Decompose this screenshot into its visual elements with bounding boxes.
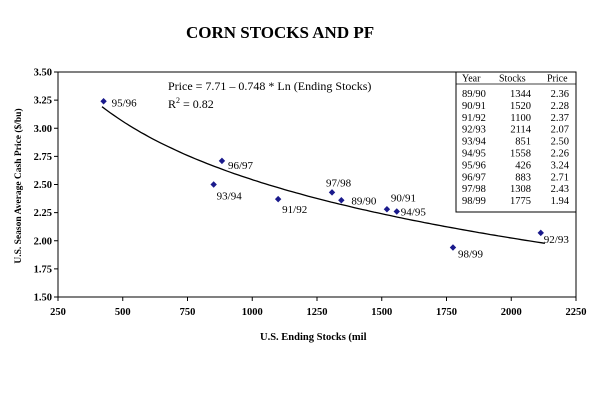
table-cell: 883 [515,172,531,183]
point-label: 97/98 [326,177,352,189]
point-label: 93/94 [217,191,243,203]
x-axis-ticks: 250 500 750 1000 1250 1500 1750 2000 2250 [50,297,587,318]
y-tick-label: 3.50 [34,68,52,79]
x-tick-label: 2250 [566,307,587,318]
point-label: 89/90 [351,195,377,207]
data-point-98-99 [449,244,457,251]
y-tick-label: 2.00 [34,236,52,247]
point-labels: 89/90 90/9191/9292/9393/9494/9595/9696/97… [112,97,570,260]
table-cell: 1520 [510,101,531,112]
table-cell: 91/92 [462,113,486,124]
y-tick-label: 2.75 [34,152,52,163]
table-cell: 2114 [510,125,531,136]
y-axis-label: U.S. Season Average Cash Price ($/bu) [13,108,24,263]
x-tick-label: 250 [50,307,66,318]
table-cell: 2.28 [551,101,569,112]
y-tick-label: 3.25 [34,96,52,107]
x-tick-label: 500 [115,307,131,318]
table-cell: 2.36 [551,89,569,100]
point-label: 91/92 [282,204,307,216]
table-cell: 1558 [510,149,531,160]
x-tick-label: 1000 [242,307,263,318]
data-point-97-98 [328,189,336,196]
y-axis-ticks: 1.50 1.75 2.00 2.25 2.50 2.75 3.00 3.25 3.50 [34,68,58,304]
x-tick-label: 1750 [436,307,457,318]
data-point-91-92 [274,195,282,203]
table-cell: 2.37 [551,113,569,124]
table-cell: 1.94 [551,196,570,207]
table-cell: 90/91 [462,101,486,112]
table-header: Year [462,74,481,85]
table-cell: 2.43 [551,184,569,195]
table-cell: 96/97 [462,172,486,183]
table-cell: 94/95 [462,149,486,160]
data-table-frame [455,71,577,213]
data-points [100,98,544,251]
data-point-90-91 [383,206,391,213]
table-cell: 92/93 [462,125,486,136]
table-cell: 98/99 [462,196,486,207]
table-cell: 2.50 [551,137,569,148]
x-tick-label: 2000 [501,307,522,318]
x-tick-label: 750 [180,307,196,318]
x-tick-label: 1500 [371,307,392,318]
point-label: 96/97 [228,160,254,172]
y-tick-label: 1.50 [34,293,52,304]
r-squared-value: = 0.82 [180,97,214,111]
x-tick-label: 1250 [307,307,328,318]
table-cell: 2.07 [551,125,569,136]
r-squared-annotation: R2 = 0.82 [168,96,214,111]
table-cell: 2.26 [551,149,569,160]
table-cell: 426 [515,160,531,171]
table-cell: 2.71 [551,172,569,183]
table-header: Price [547,74,568,85]
x-axis-label: U.S. Ending Stocks (mil [260,332,367,343]
table-cell: 1100 [510,113,531,124]
table-cell: 1344 [510,89,532,100]
table-cell: 95/96 [462,160,486,171]
y-tick-label: 3.00 [34,124,52,135]
point-label: 98/99 [458,249,484,261]
data-point-92-93 [537,229,544,237]
equation-annotation: Price = 7.71 – 0.748 * Ln (Ending Stocks… [168,79,371,93]
data-point-95-96 [100,98,107,105]
table-cell: 93/94 [462,137,487,148]
table-cell: 3.24 [551,160,570,171]
point-label: 90/91 [391,192,416,204]
chart-title: CORN STOCKS AND PF [186,23,374,42]
data-point-89-90 [338,197,345,204]
table-header: Stocks [499,74,526,85]
table-cell: 1775 [510,196,531,207]
data-point-96-97 [218,157,226,165]
trendline [101,106,545,244]
point-label: 92/93 [544,234,570,246]
y-tick-label: 1.75 [34,264,52,275]
table-cell: 851 [515,137,531,148]
r-squared-exponent: 2 [176,96,180,105]
data-table: Year Stocks Price 89/90 1344 2.36 90/91 1520 2.2… [455,71,577,213]
table-cell: 89/90 [462,89,486,100]
data-point-94-95 [393,208,400,215]
y-tick-label: 2.50 [34,180,52,191]
point-label: 94/95 [401,207,427,219]
table-cell: 1308 [510,184,531,195]
data-point-93-94 [210,181,217,188]
point-label: 95/96 [112,97,138,109]
r-squared-label: R [168,97,176,111]
table-cell: 97/98 [462,184,486,195]
y-tick-label: 2.25 [34,208,52,219]
